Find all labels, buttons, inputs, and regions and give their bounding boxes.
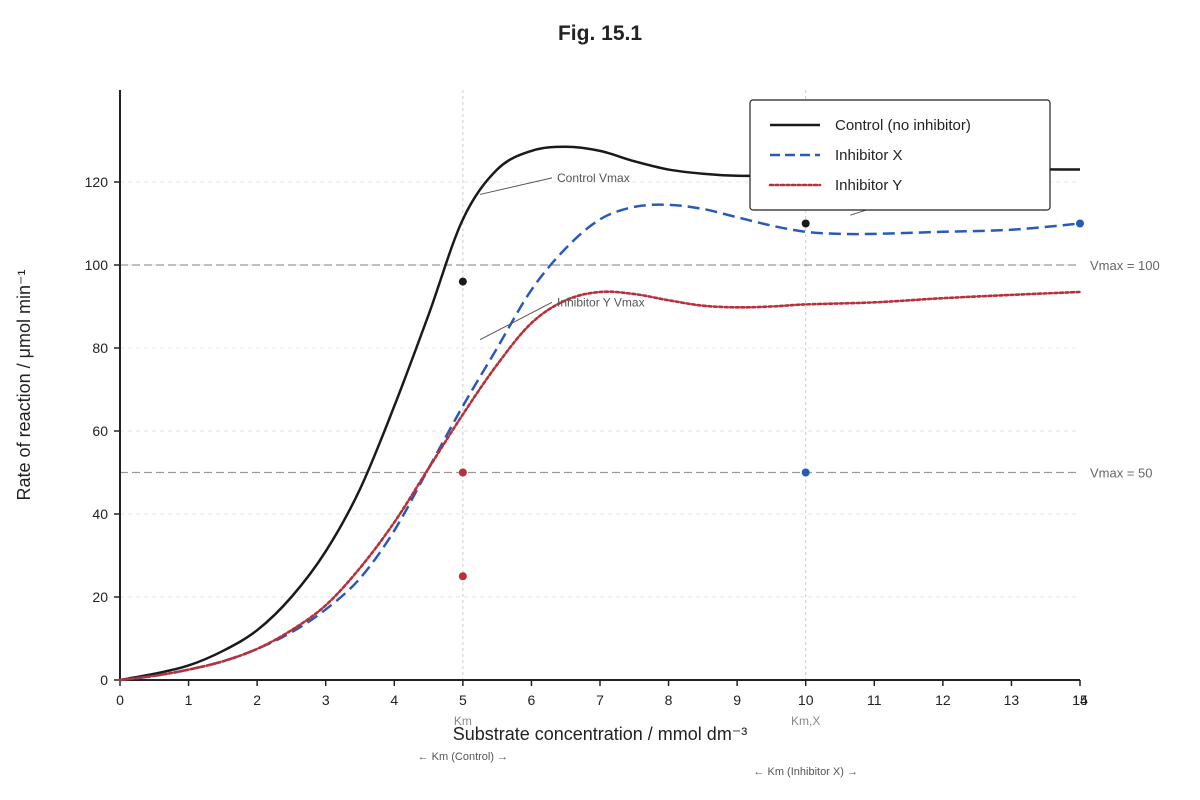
bottom-note-0: ← Km (Control) →	[418, 751, 508, 763]
x-tick-label-9: 9	[733, 692, 741, 708]
x-tick-label-4: 4	[390, 692, 398, 708]
legend-label-0: Control (no inhibitor)	[835, 117, 971, 134]
data-point-4	[458, 468, 467, 477]
legend-label-2: Inhibitor Y	[835, 177, 902, 194]
reference-line-label-1: Vmax = 50	[1090, 466, 1153, 481]
y-axis-title: Rate of reaction / μmol min⁻¹	[14, 270, 34, 501]
y-tick-label-20: 20	[92, 589, 108, 605]
series-line-1	[119, 203, 1081, 682]
data-point-2	[1076, 219, 1084, 228]
legend-items: Control (no inhibitor) Inhibitor X Inhibit…	[768, 117, 971, 194]
x-tick-label-7: 7	[596, 692, 604, 708]
data-point-0	[458, 277, 467, 286]
x-tick-label-13: 13	[1004, 692, 1020, 708]
data-point-3	[801, 468, 810, 477]
y-tick-label-80: 80	[92, 340, 108, 356]
bottom-note-1: ← Km (Inhibitor X) →	[753, 766, 858, 778]
chart-title: Fig. 15.1	[558, 22, 642, 45]
series-line-2	[118, 290, 1082, 682]
vertical-line-label-0: Km	[454, 714, 472, 728]
x-tick-label-1: 1	[185, 692, 193, 708]
y-tick-label-100: 100	[85, 257, 109, 273]
x-tick-label-8: 8	[665, 692, 673, 708]
data-point-5	[458, 572, 467, 581]
series-lines	[118, 145, 1082, 682]
x-tick-label-11: 11	[867, 692, 882, 708]
y-tick-label-120: 120	[85, 174, 109, 190]
vertical-line-label-1: Km,X	[791, 714, 820, 728]
x-tick-label-14: 14	[1072, 692, 1088, 708]
legend-box	[749, 99, 1051, 211]
x-axis-title: Substrate concentration / mmol dm⁻³	[453, 724, 748, 744]
x-tick-label-6: 6	[528, 692, 536, 708]
legend: Control (no inhibitor) Inhibitor X Inhibit…	[749, 99, 1051, 211]
x-tick-label-10: 10	[798, 692, 814, 708]
data-point-1	[801, 219, 810, 228]
series-line-0	[119, 145, 1081, 682]
data-points	[458, 219, 1084, 581]
y-tick-label-40: 40	[92, 506, 108, 522]
x-tick-label-5: 5	[459, 692, 467, 708]
x-tick-label-0: 0	[116, 692, 124, 708]
reference-line-label-0: Vmax = 100	[1090, 258, 1160, 273]
x-tick-label-12: 12	[935, 692, 951, 708]
y-tick-label-0: 0	[100, 672, 108, 688]
annotation-arrow-1	[479, 301, 553, 341]
x-tick-label-2: 2	[253, 692, 261, 708]
annotation-arrow-0	[479, 177, 553, 195]
annotation-label-1: Inhibitor Y Vmax	[557, 295, 645, 309]
legend-label-1: Inhibitor X	[835, 147, 903, 164]
annotation-label-0: Control Vmax	[557, 171, 630, 185]
x-tick-label-15: 15	[1072, 692, 1088, 708]
y-tick-label-60: 60	[92, 423, 108, 439]
x-tick-label-3: 3	[322, 692, 330, 708]
grid-layer	[120, 181, 1080, 598]
